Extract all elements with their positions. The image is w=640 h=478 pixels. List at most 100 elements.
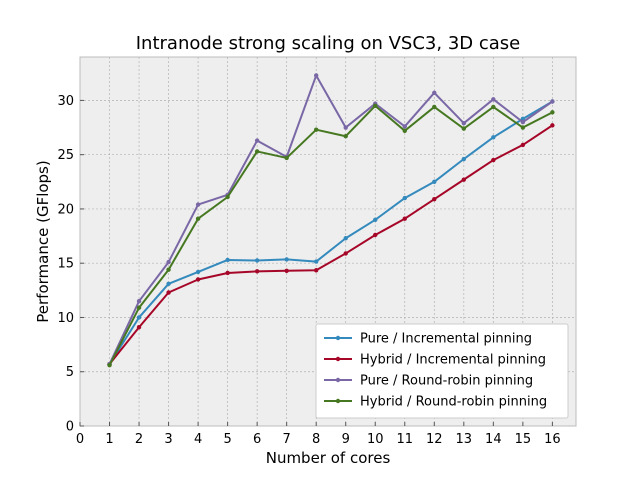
data-point (313, 259, 319, 264)
x-tick-label: 12 (426, 432, 443, 447)
data-point (550, 110, 555, 115)
x-tick-label: 8 (312, 432, 320, 447)
legend-label: Hybrid / Incremental pinning (360, 353, 546, 368)
legend-marker (335, 356, 341, 362)
data-point (284, 268, 289, 274)
data-point (166, 267, 171, 272)
data-point (254, 258, 260, 263)
x-axis-ticks: 0 1 2 3 4 5 6 7 8 9 10 11 12 13 14 15 16 (76, 422, 561, 447)
x-tick-label: 0 (76, 432, 84, 447)
series-group (107, 73, 555, 368)
y-tick-label: 20 (57, 202, 74, 217)
data-point (107, 363, 112, 368)
data-point (166, 281, 171, 287)
data-point (225, 270, 230, 276)
data-point (166, 290, 171, 295)
data-point (461, 156, 467, 162)
data-point (520, 119, 526, 125)
data-point (284, 155, 289, 161)
data-point (195, 269, 201, 275)
data-point (254, 138, 260, 143)
data-point (373, 217, 378, 222)
x-tick-label: 7 (283, 432, 291, 447)
data-point (225, 257, 230, 263)
data-point (343, 251, 348, 256)
x-axis-label: Number of cores (266, 449, 391, 467)
data-point (491, 97, 496, 102)
data-point (520, 142, 526, 148)
data-point (432, 179, 437, 185)
data-point (402, 216, 407, 221)
series-4 (107, 103, 555, 368)
data-point (373, 232, 378, 238)
data-point (254, 149, 260, 154)
data-point (402, 124, 407, 129)
x-tick-label: 9 (342, 432, 350, 447)
data-point (491, 157, 496, 163)
data-point (254, 269, 260, 274)
data-point (313, 268, 319, 273)
x-tick-label: 4 (194, 432, 202, 447)
legend-item: Hybrid / Round-robin pinning (324, 395, 547, 410)
data-point (136, 298, 142, 304)
data-point (343, 236, 348, 241)
chart-title: Intranode strong scaling on VSC3, 3D cas… (136, 33, 520, 54)
data-point (195, 277, 201, 282)
data-point (136, 315, 142, 320)
data-point (432, 104, 437, 110)
data-point (491, 104, 496, 110)
x-tick-label: 1 (105, 432, 113, 447)
legend-label: Pure / Incremental pinning (360, 332, 532, 347)
data-point (373, 103, 378, 109)
series-line (108, 74, 553, 365)
data-point (284, 257, 289, 262)
y-tick-label: 30 (57, 94, 74, 109)
series-line (108, 100, 553, 365)
data-point (520, 125, 526, 130)
data-point (136, 325, 142, 330)
y-tick-label: 10 (57, 311, 74, 326)
x-tick-label: 5 (223, 432, 231, 447)
series-line (108, 124, 553, 365)
y-axis-label: Performance (GFlops) (34, 160, 52, 322)
legend-item: Pure / Round-robin pinning (324, 374, 533, 389)
x-tick-label: 14 (485, 432, 502, 447)
data-point (402, 195, 407, 201)
y-axis-ticks: 0 5 10 15 20 25 30 (57, 94, 84, 435)
data-point (195, 202, 201, 207)
data-point (195, 216, 201, 221)
data-point (520, 116, 526, 122)
data-point (225, 194, 230, 200)
x-tick-label: 3 (164, 432, 172, 447)
data-point (550, 99, 555, 104)
data-point (461, 121, 467, 126)
legend-label: Pure / Round-robin pinning (360, 374, 533, 389)
data-point (432, 196, 437, 202)
y-tick-label: 0 (66, 420, 74, 435)
x-tick-label: 15 (515, 432, 532, 447)
legend-marker (335, 335, 341, 341)
series-2 (107, 123, 555, 367)
data-point (343, 125, 348, 130)
data-point (313, 73, 319, 78)
x-tick-label: 6 (253, 432, 261, 447)
data-point (313, 127, 319, 132)
legend-item: Hybrid / Incremental pinning (324, 353, 546, 368)
legend-item: Pure / Incremental pinning (324, 332, 532, 347)
data-point (343, 134, 348, 139)
legend-label: Hybrid / Round-robin pinning (360, 395, 547, 410)
legend: Pure / Incremental pinning Hybrid / Incre… (315, 323, 569, 419)
data-point (402, 128, 407, 133)
x-tick-label: 10 (367, 432, 384, 447)
data-point (166, 259, 171, 265)
legend-box (315, 323, 569, 419)
y-tick-label: 15 (57, 257, 74, 272)
legend-marker (335, 398, 341, 404)
y-tick-label: 5 (66, 365, 74, 380)
data-point (136, 305, 142, 310)
x-tick-label: 2 (135, 432, 143, 447)
plot-frame (79, 56, 577, 427)
series-line (108, 104, 553, 366)
x-tick-label: 11 (396, 432, 413, 447)
